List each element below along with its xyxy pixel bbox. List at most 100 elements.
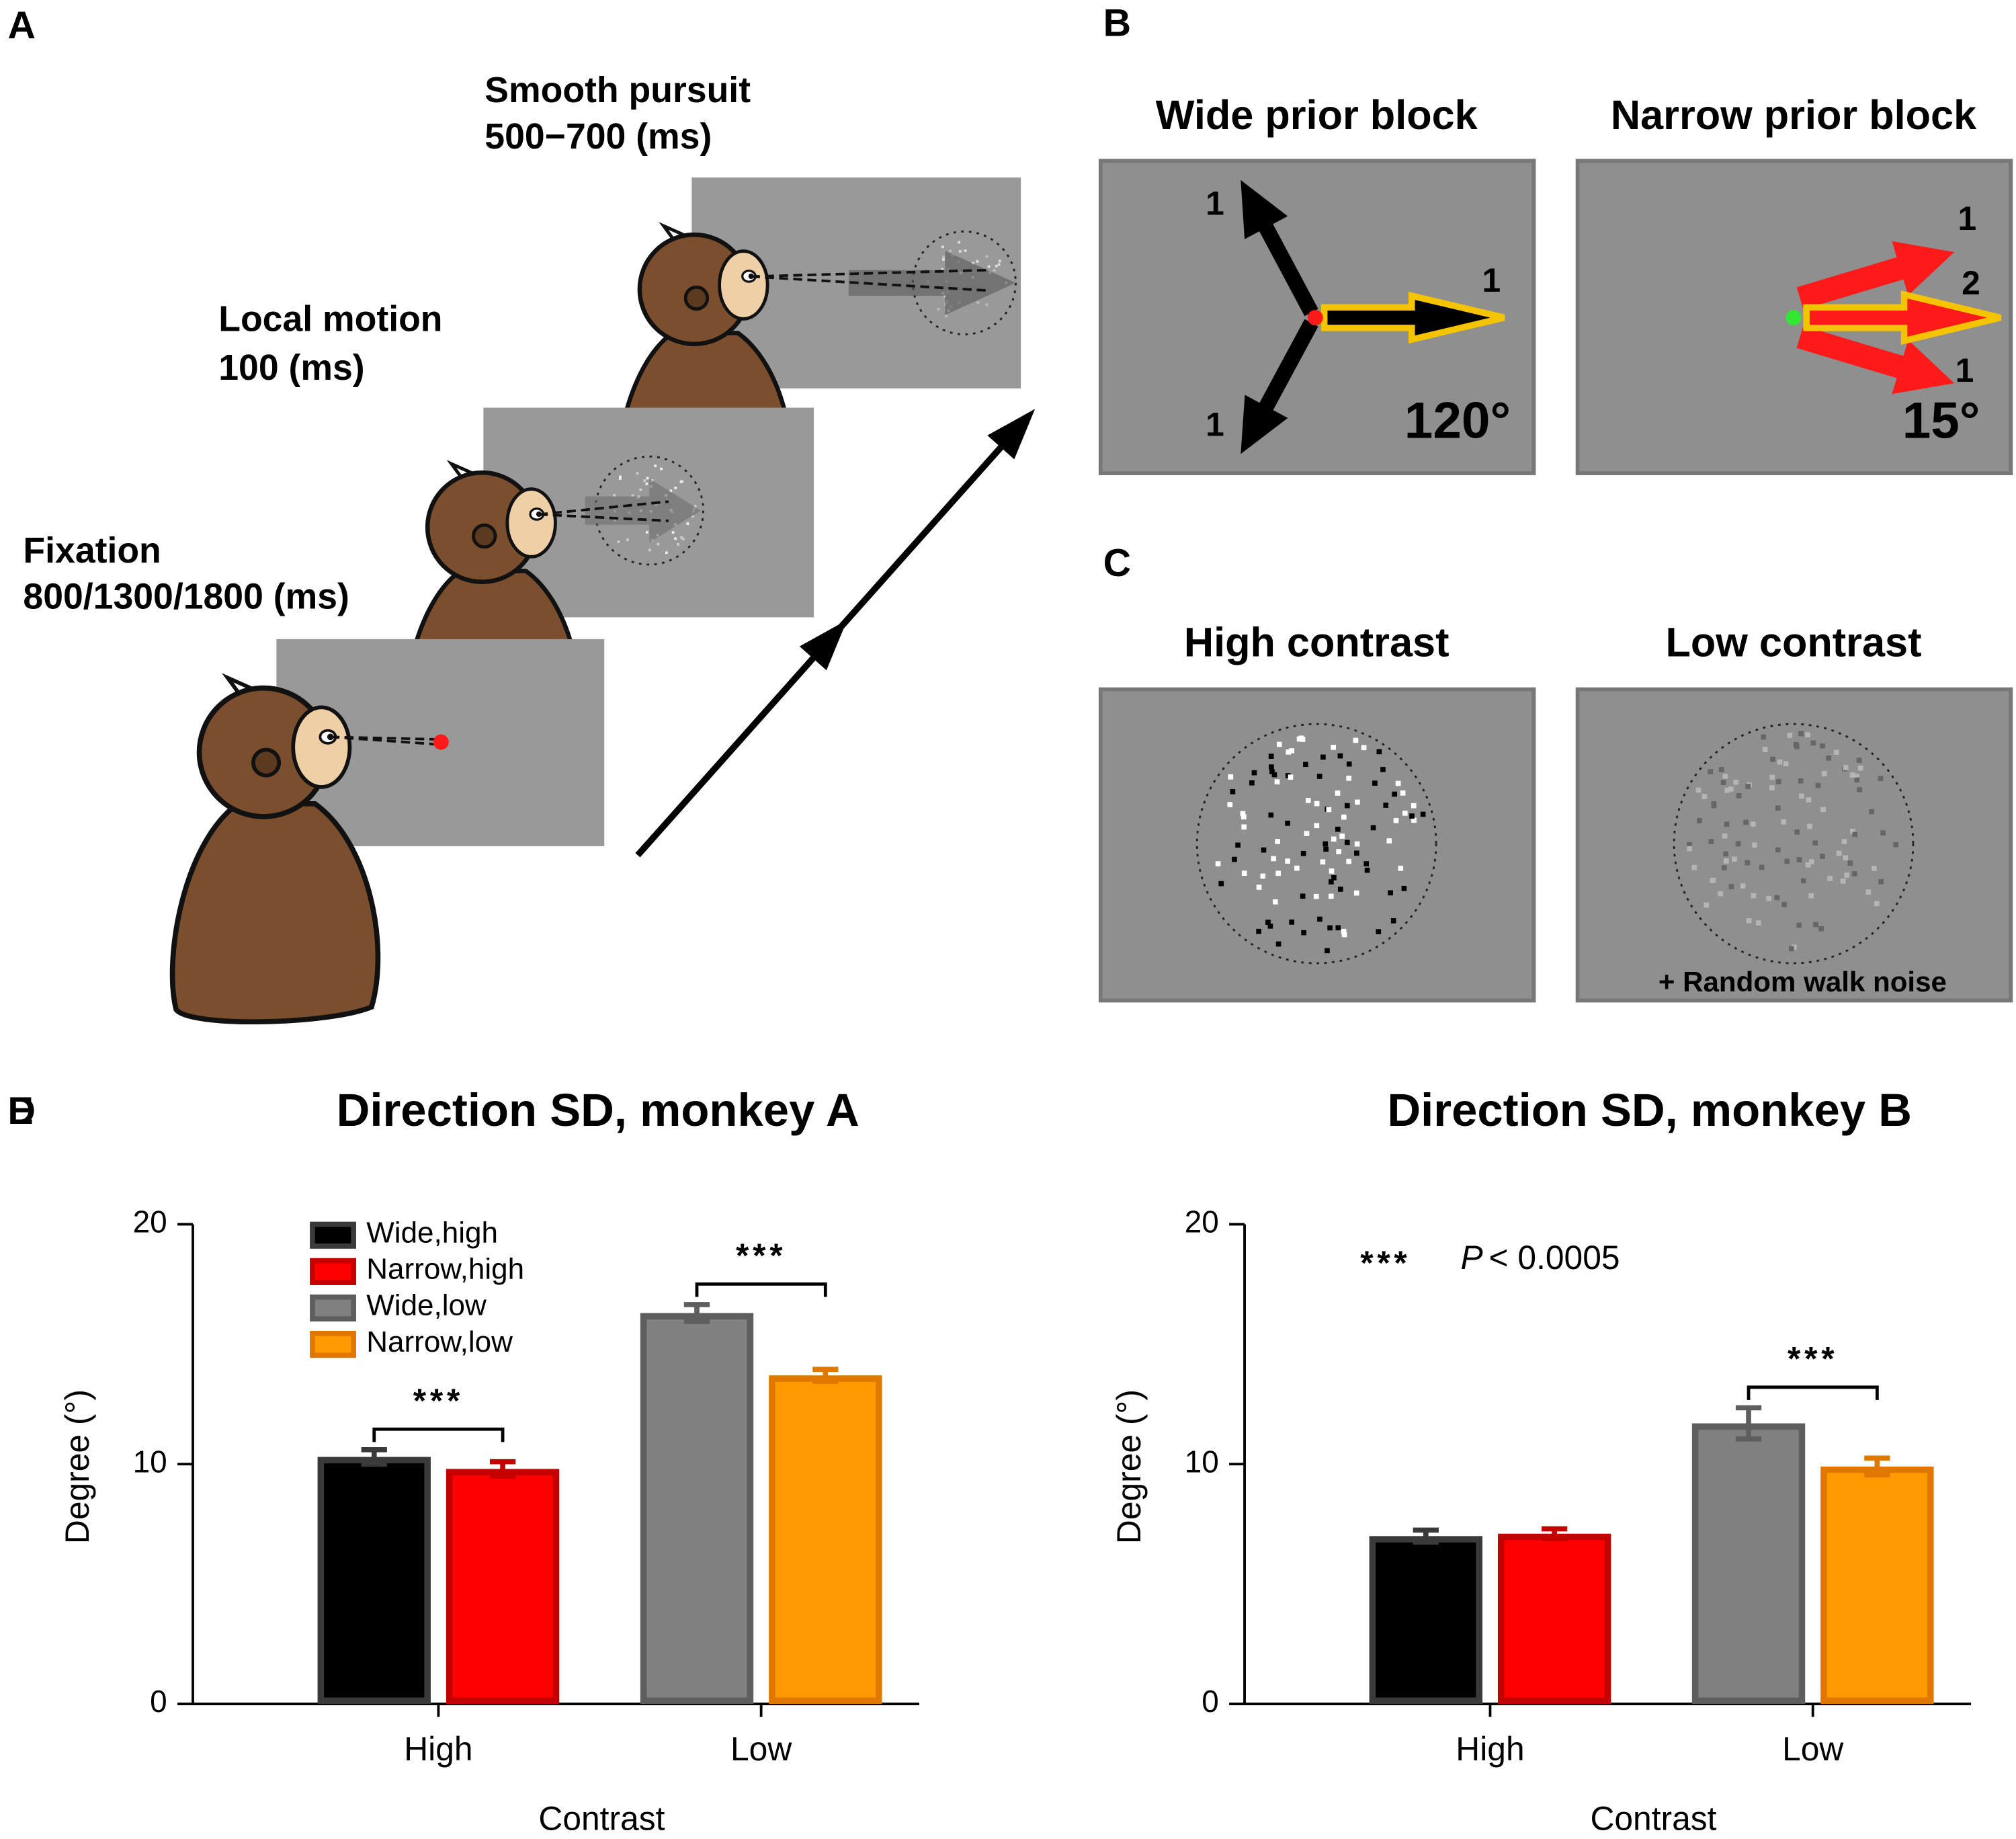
dot (1230, 789, 1236, 794)
dot (1687, 846, 1693, 852)
prior-weight: 1 (1956, 352, 1974, 389)
dot (1390, 918, 1396, 924)
dot (1346, 858, 1351, 864)
dot (1268, 753, 1274, 759)
dot (1363, 861, 1370, 866)
dot (1793, 741, 1799, 747)
dot (1376, 749, 1382, 755)
dot (1710, 877, 1716, 883)
dot (1337, 753, 1343, 759)
dot (1268, 812, 1274, 818)
monkey-ear (251, 747, 282, 778)
bar (640, 1313, 754, 1705)
condition-title: High contrast (1184, 620, 1450, 665)
dot (1743, 819, 1749, 825)
legend-swatch (310, 1294, 356, 1322)
fixation-point (1307, 310, 1323, 326)
x-axis-label: Contrast (538, 1799, 665, 1837)
aperture (1195, 723, 1437, 965)
dot (1798, 731, 1804, 737)
dot (686, 522, 689, 526)
dot (1820, 743, 1825, 749)
dot (1702, 794, 1708, 799)
stage-duration: 100 (ms) (218, 348, 364, 388)
prior-weight: 1 (1206, 405, 1224, 443)
arrow-head (987, 409, 1036, 460)
dot (1787, 733, 1793, 738)
dot (1329, 868, 1335, 874)
dot (1256, 928, 1261, 934)
dot (1893, 842, 1898, 848)
dot (646, 477, 649, 480)
y-tick-label: 0 (1202, 1684, 1219, 1719)
dot (1289, 920, 1295, 925)
dot (1781, 819, 1787, 825)
dot (1411, 803, 1417, 809)
monkey-tuft (222, 673, 252, 694)
dot (1722, 773, 1728, 779)
dot (631, 494, 634, 497)
dot (1305, 798, 1311, 803)
y-tick-label: 20 (133, 1204, 167, 1239)
y-tick-label: 0 (150, 1684, 167, 1719)
dot (1805, 862, 1811, 868)
x-tick-label: Low (730, 1730, 792, 1768)
dot (1354, 850, 1359, 856)
bar (317, 1457, 431, 1705)
dot (1300, 851, 1306, 856)
dot (1733, 779, 1739, 785)
dot (949, 249, 952, 253)
prior-weight: 1 (1206, 184, 1224, 222)
dot (1751, 893, 1757, 899)
condition-note: + Random walk noise (1658, 966, 1947, 997)
dot (964, 249, 967, 252)
dot (1331, 836, 1337, 842)
dot (648, 548, 651, 552)
dot (993, 269, 996, 272)
dot (1240, 811, 1246, 817)
dot (1878, 776, 1884, 782)
dot (997, 263, 1001, 266)
stage-name: Smooth pursuit (485, 71, 751, 110)
dot (1857, 787, 1863, 792)
dot (1844, 872, 1850, 878)
dot (1273, 899, 1278, 905)
dot (1720, 780, 1726, 785)
panel-label: E (7, 1090, 33, 1133)
dot (1353, 737, 1359, 743)
arrow (1241, 179, 1318, 317)
dot (1759, 864, 1765, 870)
dot (1728, 884, 1734, 890)
dot (976, 260, 979, 263)
dot (1344, 803, 1350, 809)
dot (1271, 856, 1276, 862)
dot (1232, 856, 1237, 862)
fixation-point (433, 734, 449, 750)
dot (1325, 948, 1330, 954)
dot (1724, 788, 1730, 793)
dot (1722, 833, 1728, 839)
dot (1735, 841, 1741, 847)
panel-label: D (7, 1090, 35, 1133)
dot (1761, 734, 1767, 740)
legend-swatch (310, 1221, 356, 1249)
stage-name: Fixation (23, 531, 161, 571)
x-tick-label: High (404, 1730, 472, 1768)
significance-key-text: < 0.0005 (1489, 1239, 1620, 1276)
error-bar (489, 1459, 516, 1479)
dot (674, 487, 677, 489)
dot (1695, 787, 1702, 793)
dot (636, 472, 639, 475)
dot (1353, 890, 1359, 896)
dot (1784, 858, 1790, 864)
dot (1770, 756, 1775, 762)
stage-name: Local motion (218, 299, 442, 339)
dot (1724, 821, 1730, 827)
dot (1271, 772, 1277, 778)
dot (1338, 887, 1343, 892)
bar (769, 1375, 882, 1705)
legend-label: Narrow,low (366, 1325, 513, 1358)
y-axis-label: Degree (°) (58, 1389, 96, 1544)
arrow (1796, 241, 1955, 310)
dot (1874, 901, 1880, 907)
